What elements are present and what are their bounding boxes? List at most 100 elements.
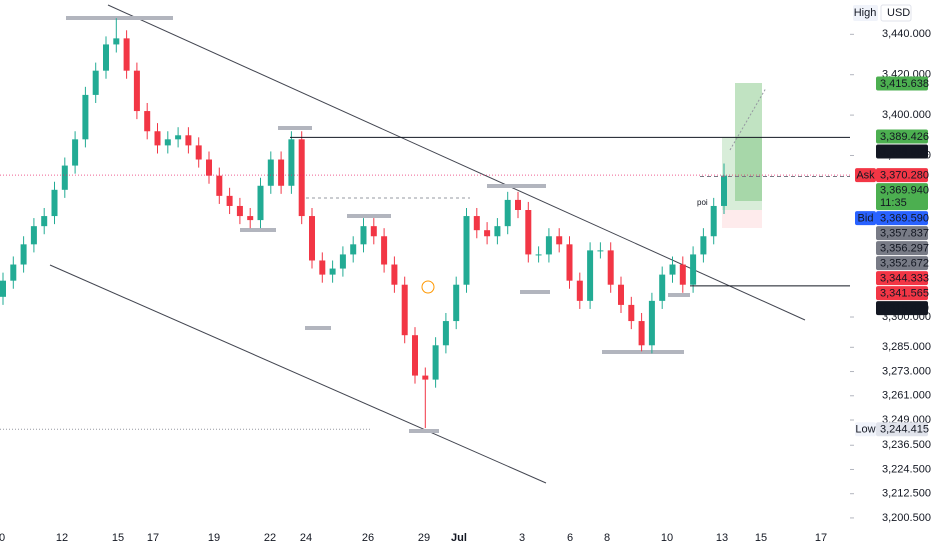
candle-body xyxy=(30,226,37,245)
candle-body xyxy=(576,280,583,301)
candle-body xyxy=(690,254,697,285)
x-tick-label: 22 xyxy=(264,532,276,544)
price-label: 3,344.333 xyxy=(880,273,929,285)
price-label-timer: 11:35 xyxy=(880,197,907,209)
candle-body xyxy=(638,321,645,346)
candle-body xyxy=(298,139,305,217)
candle-body xyxy=(154,131,161,146)
candle-body xyxy=(679,264,686,285)
candle-body xyxy=(525,210,532,255)
y-tick-label: 3,285.000 xyxy=(882,341,931,353)
candle-body xyxy=(432,345,439,380)
candle-body xyxy=(113,38,120,45)
candle-body xyxy=(103,44,109,71)
x-tick-label: Jul xyxy=(451,532,467,544)
swing-markers xyxy=(66,16,690,433)
currency[interactable]: USD xyxy=(887,7,910,19)
price-label: 3,357.837 xyxy=(880,228,929,240)
candle-body xyxy=(350,244,357,255)
price-label: 3,356.297 xyxy=(880,243,929,255)
y-tick-label: 3,400.000 xyxy=(882,109,931,121)
candle-body xyxy=(597,250,604,252)
candle-body xyxy=(82,94,89,140)
price-label-box xyxy=(876,144,928,159)
price-tag: Ask xyxy=(856,170,875,182)
x-tick-label: 19 xyxy=(208,532,220,544)
price-label-box xyxy=(876,271,928,286)
position-stop-zone xyxy=(722,210,762,228)
candle-body xyxy=(545,236,552,255)
x-tick-label: 0 xyxy=(0,532,5,544)
trend-line xyxy=(49,264,547,484)
price-tag-box xyxy=(855,168,876,183)
price-tag-box xyxy=(855,211,876,226)
candle-body xyxy=(195,145,202,160)
candle-body xyxy=(515,199,521,210)
candle-body xyxy=(607,250,614,285)
candle-body xyxy=(226,195,233,206)
candle-body xyxy=(216,175,223,196)
price-label-box xyxy=(876,301,928,316)
candle-body xyxy=(587,250,594,301)
candle-body xyxy=(422,375,429,380)
price-label-box xyxy=(876,76,928,91)
price-label: 3,369.940 xyxy=(880,185,929,197)
price-label-box xyxy=(876,422,928,437)
candle-body xyxy=(206,159,212,176)
candle-body xyxy=(133,70,140,112)
candle-body xyxy=(278,159,285,186)
candle-body xyxy=(463,216,470,285)
currency-box[interactable] xyxy=(880,4,912,22)
price-tag: Low xyxy=(855,424,875,436)
price-label-box xyxy=(876,168,928,183)
candle-body xyxy=(484,230,491,237)
candle-body xyxy=(659,274,666,301)
x-tick-label: 13 xyxy=(716,532,728,544)
candle-body xyxy=(360,226,367,245)
candle-body xyxy=(618,284,624,305)
candle-body xyxy=(535,254,542,256)
candle-body xyxy=(648,300,655,346)
x-tick-label: 10 xyxy=(661,532,673,544)
x-tick-label: 6 xyxy=(567,532,573,544)
x-tick-label: 15 xyxy=(112,532,124,544)
candle-body xyxy=(0,280,6,297)
price-label: 3,415.638 xyxy=(880,78,929,90)
price-label: 3,369.590 xyxy=(880,213,929,225)
candle-body xyxy=(185,135,192,146)
price-label-box xyxy=(876,183,928,211)
price-label-box xyxy=(876,256,928,271)
candle-body xyxy=(175,135,182,140)
candle-body xyxy=(267,159,274,186)
candle-body xyxy=(20,244,27,265)
candle-body xyxy=(710,205,717,237)
candle-body xyxy=(144,111,151,132)
candle-body xyxy=(442,321,449,346)
x-tick-label: 29 xyxy=(418,532,430,544)
price-label: 3,341.565 xyxy=(880,288,929,300)
high-tag-box xyxy=(853,5,878,21)
candle-body xyxy=(61,165,68,190)
annotation: poi xyxy=(697,198,708,207)
position-profit-zone xyxy=(722,137,762,210)
price-label-box xyxy=(876,286,928,301)
high-tag: High xyxy=(854,7,877,19)
candle-body xyxy=(473,216,480,231)
candle-body xyxy=(566,244,573,281)
y-tick-label: 3,273.000 xyxy=(882,365,931,377)
y-tick-label: 3,236.500 xyxy=(882,439,931,451)
candle-body xyxy=(72,139,79,166)
candle-body xyxy=(319,260,326,275)
price-label: 3,315.429 xyxy=(880,303,929,315)
y-tick-label: 3,212.500 xyxy=(882,488,931,500)
candle-body xyxy=(92,70,99,95)
candle-body xyxy=(236,205,243,217)
x-tick-label: 8 xyxy=(604,532,610,544)
price-label-box xyxy=(876,211,928,226)
candle-body xyxy=(370,226,377,237)
candle-body xyxy=(628,304,635,322)
y-tick-label: 3,261.000 xyxy=(882,390,931,402)
price-tag: Bid xyxy=(858,213,874,225)
